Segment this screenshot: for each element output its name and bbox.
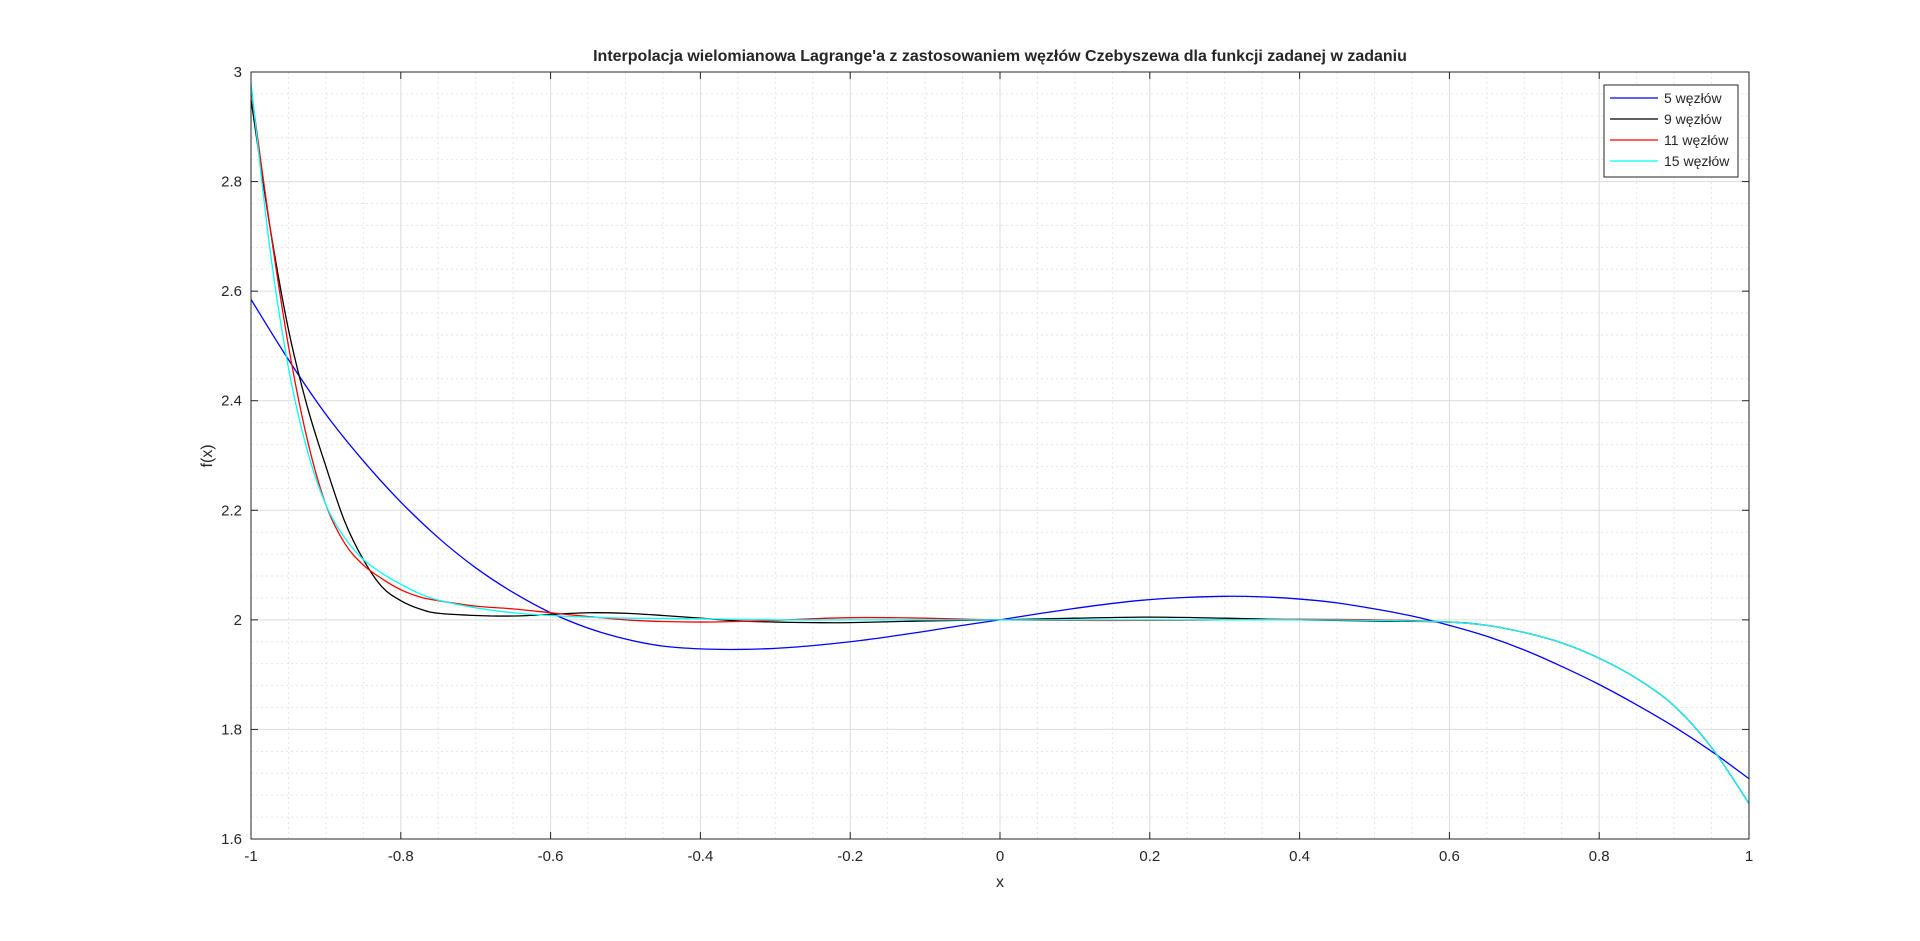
- legend-box: [1603, 84, 1739, 178]
- y-tick-label: 1.8: [221, 721, 242, 738]
- x-tick-label: -1: [244, 848, 257, 865]
- series-line-4: [250, 82, 1750, 804]
- y-tick-label: 1.6: [221, 831, 242, 848]
- y-axis-label: f(x): [199, 444, 216, 467]
- y-tick-label: 2.2: [221, 502, 242, 519]
- x-tick-label: 0: [996, 848, 1004, 865]
- y-tick-label: 2.8: [221, 174, 242, 191]
- legend-entry-label: 15 węzłów: [1664, 153, 1730, 169]
- x-tick-label: 0.2: [1139, 848, 1160, 865]
- legend-entry-label: 11 węzłów: [1664, 132, 1729, 148]
- legend-entry-label: 5 węzłów: [1664, 90, 1722, 106]
- x-tick-label: -0.4: [687, 848, 713, 865]
- x-tick-label: 0.4: [1289, 848, 1310, 865]
- x-axis-label: x: [996, 874, 1004, 891]
- x-tick-label: -0.6: [538, 848, 564, 865]
- tick-layer: -1 -0.8 -0.6 -0.4 -0.2 0 0.2 0.4 0.6 0.8 1 1.6 1.8 2 2…: [221, 64, 1753, 865]
- x-tick-label: 0.8: [1589, 848, 1610, 865]
- y-tick-label: 2: [234, 612, 242, 629]
- x-tick-label: -0.2: [837, 848, 863, 865]
- x-tick-label: 1: [1745, 848, 1753, 865]
- y-tick-label: 2.4: [221, 393, 242, 410]
- x-tick-label: 0.6: [1439, 848, 1460, 865]
- series-layer: [250, 82, 1750, 804]
- legend-entry-label: 9 węzłów: [1664, 111, 1722, 127]
- x-tick-label: -0.8: [388, 848, 414, 865]
- legend[interactable]: 5 węzłów 9 węzłów 11 węzłów 15 węzłów: [1603, 84, 1739, 178]
- chart-title: Interpolacja wielomianowa Lagrange'a z z…: [593, 48, 1407, 65]
- y-tick-label: 2.6: [221, 283, 242, 300]
- y-tick-label: 3: [234, 64, 242, 81]
